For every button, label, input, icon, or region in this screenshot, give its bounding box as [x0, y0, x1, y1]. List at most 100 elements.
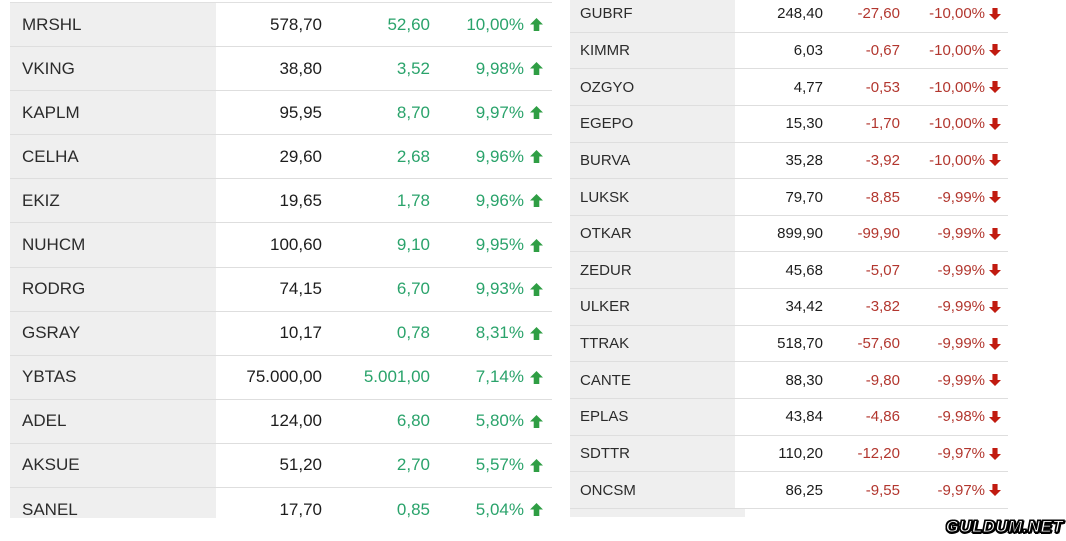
stock-row[interactable]: CANTE 88,30 -9,80 -9,99% — [570, 362, 1008, 400]
stock-price: 248,40 — [777, 5, 823, 23]
up-arrow-icon — [530, 503, 543, 517]
stock-change: 1,78 — [396, 190, 430, 210]
down-arrow-icon — [989, 374, 1001, 387]
stock-row[interactable]: MRSHL 578,70 52,60 10,00% — [10, 3, 552, 48]
stock-row[interactable]: EKIZ 19,65 1,78 9,96% — [10, 179, 552, 224]
stock-row[interactable]: KIMMR 6,03 -0,67 -10,00% — [570, 32, 1008, 70]
stock-symbol: CELHA — [10, 135, 216, 179]
stock-row[interactable]: ONCSM 86,25 -9,55 -9,97% — [570, 472, 1008, 509]
stock-percent: -10,00% — [929, 78, 985, 96]
up-arrow-icon — [530, 238, 543, 252]
stock-price: 19,65 — [279, 190, 322, 210]
stock-change: -3,82 — [865, 298, 900, 316]
stock-percent-cell: -9,97% — [900, 445, 1008, 462]
stock-symbol: RODRG — [10, 267, 216, 311]
stock-percent-cell: 9,98% — [430, 59, 552, 79]
stock-change: -3,92 — [865, 151, 900, 169]
stock-symbol: CANTE — [570, 362, 735, 399]
stock-row[interactable]: ADEL 124,00 6,80 5,80% — [10, 399, 552, 444]
stock-row[interactable]: SDTTR 110,20 -12,20 -9,97% — [570, 435, 1008, 473]
stock-percent-cell: 5,57% — [430, 455, 552, 475]
stock-change: 52,60 — [387, 14, 430, 34]
down-arrow-icon — [989, 410, 1001, 423]
stock-change: -1,70 — [865, 115, 900, 133]
stock-row[interactable]: EGEPO 15,30 -1,70 -10,00% — [570, 105, 1008, 143]
stock-row[interactable]: GUBRF 248,40 -27,60 -10,00% — [570, 0, 1008, 33]
down-arrow-icon — [989, 7, 1001, 20]
down-arrow-icon — [989, 447, 1001, 460]
stock-price: 110,20 — [778, 445, 823, 462]
up-arrow-icon — [530, 458, 543, 472]
stock-row[interactable]: NUHCM 100,60 9,10 9,95% — [10, 223, 552, 268]
stock-price: 100,60 — [270, 235, 322, 255]
stock-row[interactable]: GSRAY 10,17 0,78 8,31% — [10, 311, 552, 356]
stock-row[interactable]: EPLAS 43,84 -4,86 -9,98% — [570, 399, 1008, 436]
stock-percent: 9,96% — [475, 190, 524, 210]
up-arrow-icon — [530, 18, 543, 32]
stock-percent: -9,99% — [937, 261, 985, 279]
stock-row[interactable]: KAPLM 95,95 8,70 9,97% — [10, 91, 552, 136]
stock-row[interactable]: SANEL 17,70 0,85 5,04% — [10, 488, 552, 518]
stock-price: 79,70 — [785, 188, 823, 206]
stock-percent-cell: 7,14% — [430, 367, 552, 387]
stock-percent-cell: -9,99% — [900, 189, 1008, 206]
down-arrow-icon — [989, 81, 1001, 94]
stock-symbol: SANEL — [10, 488, 216, 518]
stock-row[interactable]: YBTAS 75.000,00 5.001,00 7,14% — [10, 355, 552, 400]
stock-percent-cell: 9,96% — [430, 147, 552, 167]
stock-row[interactable]: TTRAK 518,70 -57,60 -9,99% — [570, 325, 1008, 363]
stock-percent: -10,00% — [929, 5, 985, 23]
down-arrow-icon — [989, 484, 1001, 497]
stock-row[interactable]: VKING 38,80 3,52 9,98% — [10, 47, 552, 92]
stock-change: -9,55 — [865, 481, 900, 499]
stock-row[interactable]: CELHA 29,60 2,68 9,96% — [10, 135, 552, 180]
stock-price: 578,70 — [270, 14, 322, 34]
stock-symbol: ADEL — [10, 399, 216, 443]
stock-symbol: OZGYO — [570, 69, 735, 105]
stock-price: 74,15 — [279, 279, 322, 299]
stock-percent: -9,97% — [937, 481, 985, 499]
stock-percent-cell: -9,98% — [900, 408, 1008, 425]
stock-change: -4,86 — [865, 408, 900, 426]
losers-rows: GUBRF 248,40 -27,60 -10,00% KIMMR 6,03 -… — [570, 0, 1008, 509]
stock-row[interactable]: ULKER 34,42 -3,82 -9,99% — [570, 289, 1008, 326]
stock-percent-cell: 9,96% — [430, 191, 552, 211]
stock-symbol: OTKAR — [570, 215, 735, 252]
stock-change: 5.001,00 — [363, 367, 430, 387]
stock-symbol: ONCSM — [570, 472, 735, 508]
stock-change: -57,60 — [857, 335, 900, 353]
stock-percent-cell: 9,93% — [430, 279, 552, 299]
stock-percent: -10,00% — [929, 41, 985, 59]
stock-percent: -10,00% — [929, 115, 985, 133]
stock-row[interactable]: AKSUE 51,20 2,70 5,57% — [10, 443, 552, 489]
stock-percent: 9,93% — [475, 279, 524, 299]
down-arrow-icon — [989, 337, 1001, 350]
stock-symbol: BURVA — [570, 142, 735, 179]
stock-row[interactable]: OTKAR 899,90 -99,90 -9,99% — [570, 215, 1008, 253]
stock-percent: 9,97% — [475, 102, 524, 122]
stock-symbol: GSRAY — [10, 311, 216, 355]
stock-row[interactable]: BURVA 35,28 -3,92 -10,00% — [570, 142, 1008, 180]
stock-price: 86,25 — [785, 481, 823, 499]
down-arrow-icon — [989, 191, 1001, 204]
up-arrow-icon — [530, 414, 543, 428]
down-arrow-icon — [989, 44, 1001, 57]
stock-symbol: ZEDUR — [570, 252, 735, 289]
stock-price: 6,03 — [793, 41, 823, 59]
stock-row[interactable]: LUKSK 79,70 -8,85 -9,99% — [570, 179, 1008, 216]
gainers-table: MRSHL 578,70 52,60 10,00% VKING 38,80 3,… — [10, 2, 552, 518]
down-arrow-icon — [989, 227, 1001, 240]
stock-price: 51,20 — [279, 455, 322, 475]
stock-row[interactable]: OZGYO 4,77 -0,53 -10,00% — [570, 69, 1008, 106]
stock-percent-cell: -9,99% — [900, 262, 1008, 279]
stock-row[interactable]: RODRG 74,15 6,70 9,93% — [10, 267, 552, 312]
stock-change: 2,70 — [396, 455, 430, 475]
gainers-rows: MRSHL 578,70 52,60 10,00% VKING 38,80 3,… — [10, 3, 552, 518]
stock-percent: -9,99% — [937, 335, 985, 353]
stock-percent: 5,57% — [475, 455, 524, 475]
stock-row[interactable]: ZEDUR 45,68 -5,07 -9,99% — [570, 252, 1008, 290]
stock-percent-cell: 8,31% — [430, 323, 552, 343]
stock-price: 518,70 — [777, 335, 823, 353]
stock-symbol: YBTAS — [10, 355, 216, 399]
